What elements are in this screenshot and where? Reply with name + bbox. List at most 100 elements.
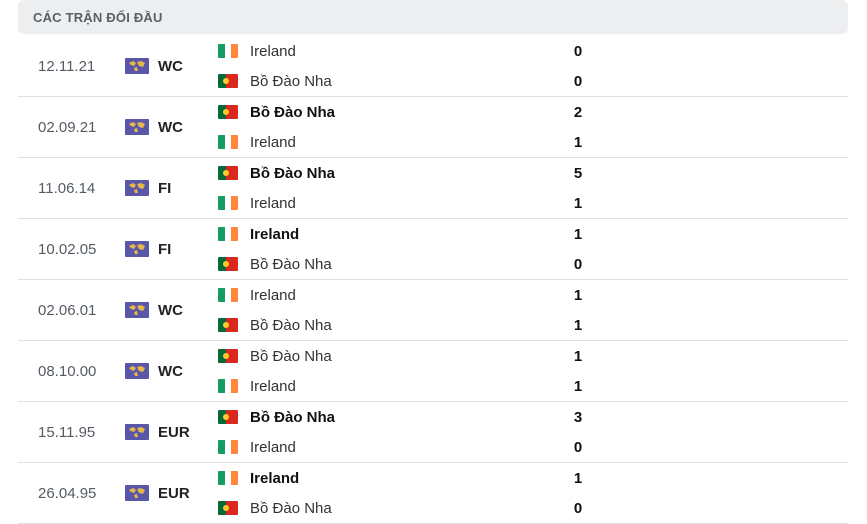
ireland-flag-icon bbox=[218, 227, 238, 241]
portugal-flag-icon bbox=[218, 74, 238, 88]
competition-label: FI bbox=[158, 240, 172, 258]
team-name: Ireland bbox=[250, 194, 296, 212]
competition: EUR bbox=[125, 402, 190, 462]
team-name: Ireland bbox=[250, 133, 296, 151]
competition: WC bbox=[125, 341, 183, 401]
match-date: 10.02.05 bbox=[38, 240, 97, 258]
match-row[interactable]: 02.09.21 WC Bồ Đào Nha 2 Ireland 1 bbox=[18, 97, 848, 158]
competition-label: EUR bbox=[158, 484, 190, 502]
match-list: 12.11.21 WC Ireland 0 Bồ Đào Nha 0 02.09… bbox=[18, 36, 848, 524]
ireland-flag-icon bbox=[218, 44, 238, 58]
home-team: Bồ Đào Nha 3 bbox=[218, 402, 588, 432]
world-competition-icon bbox=[125, 363, 149, 379]
match-row[interactable]: 02.06.01 WC Ireland 1 Bồ Đào Nha 1 bbox=[18, 280, 848, 341]
away-team: Ireland 1 bbox=[218, 127, 588, 157]
competition: WC bbox=[125, 97, 183, 157]
match-row[interactable]: 10.02.05 FI Ireland 1 Bồ Đào Nha 0 bbox=[18, 219, 848, 280]
team-name: Bồ Đào Nha bbox=[250, 408, 336, 426]
away-team: Ireland 1 bbox=[218, 371, 588, 401]
ireland-flag-icon bbox=[218, 196, 238, 210]
match-date: 26.04.95 bbox=[38, 484, 97, 502]
world-competition-icon bbox=[125, 180, 149, 196]
match-row[interactable]: 15.11.95 EUR Bồ Đào Nha 3 Ireland 0 bbox=[18, 402, 848, 463]
portugal-flag-icon bbox=[218, 410, 238, 424]
h2h-title: CÁC TRẬN ĐỐI ĐẦU bbox=[33, 9, 163, 25]
team-name: Ireland bbox=[250, 42, 296, 60]
team-score: 1 bbox=[573, 286, 583, 304]
team-name: Bồ Đào Nha bbox=[250, 72, 332, 90]
away-team: Bồ Đào Nha 0 bbox=[218, 493, 588, 523]
world-competition-icon bbox=[125, 241, 149, 257]
competition: WC bbox=[125, 36, 183, 96]
away-team: Ireland 1 bbox=[218, 188, 588, 218]
team-name: Ireland bbox=[250, 286, 296, 304]
ireland-flag-icon bbox=[218, 471, 238, 485]
competition-label: WC bbox=[158, 118, 183, 136]
team-score: 1 bbox=[573, 133, 583, 151]
match-date: 12.11.21 bbox=[38, 57, 96, 75]
match-date: 02.09.21 bbox=[38, 118, 97, 136]
team-name: Ireland bbox=[250, 377, 296, 395]
competition: WC bbox=[125, 280, 183, 340]
home-team: Bồ Đào Nha 5 bbox=[218, 158, 588, 188]
world-competition-icon bbox=[125, 58, 149, 74]
competition: EUR bbox=[125, 463, 190, 523]
match-row[interactable]: 26.04.95 EUR Ireland 1 Bồ Đào Nha 0 bbox=[18, 463, 848, 524]
home-team: Bồ Đào Nha 1 bbox=[218, 341, 588, 371]
portugal-flag-icon bbox=[218, 166, 238, 180]
team-score: 1 bbox=[573, 225, 583, 243]
team-score: 1 bbox=[573, 377, 583, 395]
team-name: Bồ Đào Nha bbox=[250, 499, 332, 517]
team-name: Bồ Đào Nha bbox=[250, 316, 332, 334]
ireland-flag-icon bbox=[218, 288, 238, 302]
home-team: Ireland 1 bbox=[218, 280, 588, 310]
team-score: 1 bbox=[573, 194, 583, 212]
match-date: 08.10.00 bbox=[38, 362, 97, 380]
home-team: Ireland 1 bbox=[218, 219, 588, 249]
match-row[interactable]: 11.06.14 FI Bồ Đào Nha 5 Ireland 1 bbox=[18, 158, 848, 219]
team-score: 0 bbox=[573, 255, 583, 273]
portugal-flag-icon bbox=[218, 349, 238, 363]
h2h-header: CÁC TRẬN ĐỐI ĐẦU bbox=[18, 0, 848, 34]
competition-label: WC bbox=[158, 57, 183, 75]
home-team: Bồ Đào Nha 2 bbox=[218, 97, 588, 127]
team-score: 1 bbox=[573, 316, 583, 334]
world-competition-icon bbox=[125, 485, 149, 501]
away-team: Bồ Đào Nha 0 bbox=[218, 249, 588, 279]
portugal-flag-icon bbox=[218, 105, 238, 119]
match-row[interactable]: 12.11.21 WC Ireland 0 Bồ Đào Nha 0 bbox=[18, 36, 848, 97]
ireland-flag-icon bbox=[218, 135, 238, 149]
away-team: Ireland 0 bbox=[218, 432, 588, 462]
team-name: Ireland bbox=[250, 469, 300, 487]
portugal-flag-icon bbox=[218, 501, 238, 515]
competition-label: WC bbox=[158, 362, 183, 380]
competition-label: FI bbox=[158, 179, 172, 197]
team-score: 2 bbox=[573, 103, 583, 121]
match-date: 11.06.14 bbox=[38, 179, 96, 197]
world-competition-icon bbox=[125, 302, 149, 318]
home-team: Ireland 1 bbox=[218, 463, 588, 493]
team-score: 1 bbox=[573, 347, 583, 365]
team-name: Bồ Đào Nha bbox=[250, 347, 332, 365]
competition-label: EUR bbox=[158, 423, 190, 441]
portugal-flag-icon bbox=[218, 318, 238, 332]
team-name: Bồ Đào Nha bbox=[250, 164, 336, 182]
team-score: 0 bbox=[573, 42, 583, 60]
match-date: 02.06.01 bbox=[38, 301, 97, 319]
team-name: Ireland bbox=[250, 225, 300, 243]
portugal-flag-icon bbox=[218, 257, 238, 271]
match-date: 15.11.95 bbox=[38, 423, 96, 441]
team-score: 0 bbox=[573, 72, 583, 90]
world-competition-icon bbox=[125, 119, 149, 135]
team-score: 0 bbox=[573, 438, 583, 456]
competition: FI bbox=[125, 158, 171, 218]
team-name: Bồ Đào Nha bbox=[250, 255, 332, 273]
match-row[interactable]: 08.10.00 WC Bồ Đào Nha 1 Ireland 1 bbox=[18, 341, 848, 402]
team-score: 0 bbox=[573, 499, 583, 517]
competition-label: WC bbox=[158, 301, 183, 319]
ireland-flag-icon bbox=[218, 440, 238, 454]
away-team: Bồ Đào Nha 1 bbox=[218, 310, 588, 340]
competition: FI bbox=[125, 219, 171, 279]
team-score: 5 bbox=[573, 164, 583, 182]
ireland-flag-icon bbox=[218, 379, 238, 393]
